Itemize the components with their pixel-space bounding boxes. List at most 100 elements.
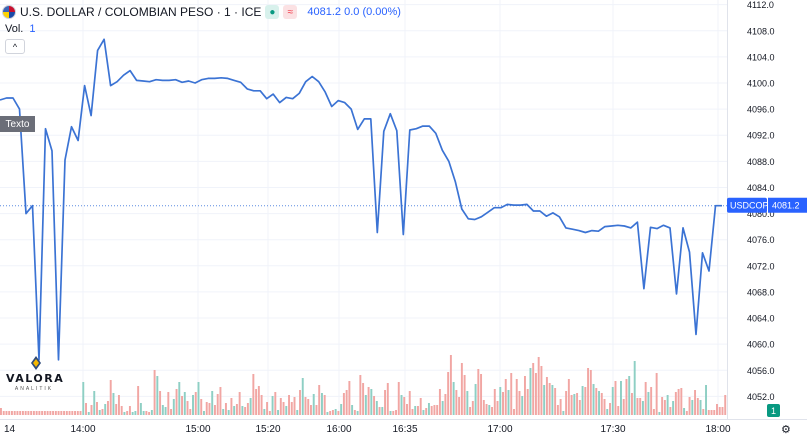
x-tick-label: 16:35	[392, 424, 417, 435]
volume-bar	[205, 402, 208, 415]
volume-bar	[134, 411, 137, 415]
x-tick-label: 14:00	[70, 424, 95, 435]
compare-icon[interactable]: ≈	[283, 5, 298, 19]
volume-bar	[622, 399, 625, 415]
text-annotation[interactable]: Texto	[0, 116, 35, 132]
chevron-up-icon: ^	[12, 41, 18, 52]
volume-bar	[702, 409, 705, 415]
volume-bar	[716, 404, 718, 415]
volume-bar	[521, 396, 524, 415]
volume-bar	[13, 411, 16, 415]
volume-bar	[145, 411, 148, 415]
volume-bar	[545, 377, 548, 415]
y-tick-label: 4084.0	[747, 183, 775, 193]
volume-bar	[441, 401, 444, 415]
volume-bar	[652, 409, 655, 415]
volume-bar	[611, 387, 614, 415]
volume-bar	[200, 399, 203, 415]
volume-bar	[378, 407, 381, 415]
volume-bar	[523, 376, 526, 415]
y-tick-label: 4072.0	[747, 261, 775, 271]
volume-bar	[353, 410, 356, 415]
volume-bar	[427, 403, 430, 415]
volume-bar	[482, 400, 485, 415]
volume-bar	[537, 357, 540, 415]
volume-bar	[142, 411, 145, 415]
volume-bar	[386, 383, 389, 415]
volume-bar	[718, 407, 721, 415]
volume-bar	[109, 380, 112, 415]
volume-bar	[351, 405, 354, 415]
volume-bar	[419, 398, 422, 415]
collapse-legend-button[interactable]: ^	[5, 39, 25, 54]
volume-legend[interactable]: Vol. 1	[5, 23, 35, 35]
volume-bar	[10, 411, 13, 415]
y-tick-label: 4076.0	[747, 235, 775, 245]
volume-bar	[381, 407, 384, 415]
volume-bar	[211, 391, 214, 415]
volume-bar	[63, 411, 66, 415]
volume-bar	[285, 406, 288, 415]
volume-bar	[581, 386, 584, 415]
volume-bar	[515, 379, 518, 415]
volume-bar	[395, 410, 397, 415]
volume-bar	[513, 409, 515, 415]
volume-bar	[128, 406, 131, 415]
volume-bar	[507, 390, 510, 415]
volume-bar	[499, 387, 502, 415]
volume-bar	[290, 402, 293, 415]
volume-tag-value: 1	[771, 406, 776, 416]
volume-bar	[120, 406, 123, 415]
volume-bar	[691, 400, 694, 415]
volume-bar	[359, 375, 362, 415]
volume-bar	[721, 407, 724, 415]
volume-bar	[565, 391, 568, 415]
volume-bar	[175, 389, 178, 415]
volume-bar	[452, 382, 455, 415]
volume-bar	[304, 397, 307, 415]
chart-header: U.S. DOLLAR / COLOMBIAN PESO · 1 · ICE ●…	[0, 2, 401, 22]
volume-bar	[543, 385, 546, 415]
volume-bar	[255, 389, 258, 415]
volume-bar	[617, 406, 620, 415]
symbol-title[interactable]: U.S. DOLLAR / COLOMBIAN PESO · 1 · ICE	[20, 5, 262, 19]
volume-bar	[27, 411, 30, 415]
volume-bar	[24, 411, 27, 415]
volume-bar	[510, 373, 513, 415]
volume-bar	[340, 404, 343, 415]
volume-bar	[331, 410, 334, 415]
volume-bar	[455, 390, 458, 415]
volume-bar	[710, 410, 713, 415]
settings-icon[interactable]: ⚙	[781, 423, 791, 436]
volume-bar	[356, 411, 359, 415]
price-line	[0, 38, 722, 361]
volume-bar	[493, 389, 496, 415]
volume-bar	[337, 411, 340, 415]
market-status-icon[interactable]: ●	[265, 5, 280, 19]
volume-bar	[288, 395, 290, 415]
y-tick-label: 4064.0	[747, 314, 775, 324]
volume-bar	[35, 411, 38, 415]
volume-bar	[98, 410, 101, 415]
volume-bar	[71, 411, 74, 415]
current-price-tag: USDCOP 4081.2	[727, 197, 807, 213]
volume-bar	[301, 378, 304, 415]
volume-bar	[724, 395, 727, 415]
volume-bar	[208, 403, 211, 415]
volume-bar	[183, 392, 186, 415]
volume-bar	[216, 394, 219, 415]
volume-bar	[444, 394, 447, 415]
volume-bar	[518, 391, 521, 415]
volume-bar	[449, 355, 452, 415]
volume-bar	[348, 381, 351, 415]
y-tick-label: 4104.0	[747, 52, 775, 62]
y-tick-label: 4056.0	[747, 366, 775, 376]
volume-bar	[685, 411, 688, 415]
volume-bar	[488, 405, 491, 415]
volume-bar	[491, 407, 494, 415]
volume-bar	[438, 389, 441, 415]
volume-bar	[548, 383, 551, 415]
volume-bar	[458, 397, 461, 415]
